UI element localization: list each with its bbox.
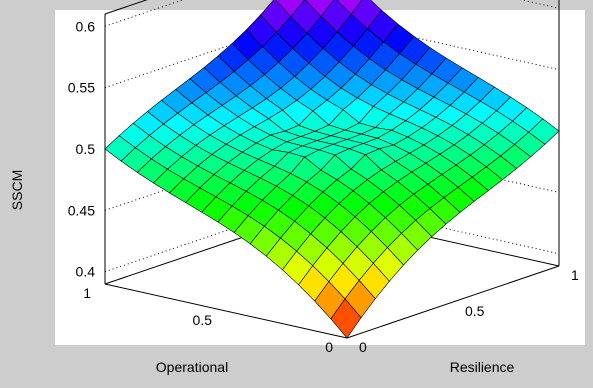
y-axis-label: Resilience — [450, 359, 515, 375]
tick-labels: 0.4 0.45 0.5 0.55 0.6 0 0.5 1 0 0.5 1 — [68, 18, 579, 355]
x-tick-label: 1 — [83, 285, 91, 301]
z-tick-label: 0.45 — [68, 202, 95, 218]
z-axis-label: SSCM — [9, 170, 25, 210]
x-tick-label: 0 — [325, 339, 333, 355]
z-tick-label: 0.55 — [68, 80, 95, 96]
surface — [104, 0, 560, 339]
y-tick-label: 1 — [571, 267, 579, 283]
z-tick-label: 0.4 — [76, 264, 96, 280]
y-tick-label: 0 — [359, 339, 367, 355]
box-edge-front-left — [104, 283, 348, 339]
surface-patch — [330, 298, 362, 339]
box-edge-back-top-left — [104, 0, 148, 15]
x-axis-label: Operational — [156, 359, 228, 375]
z-tick-label: 0.6 — [76, 18, 96, 34]
z-tick-label: 0.5 — [76, 141, 96, 157]
y-tick-label: 0.5 — [465, 303, 485, 319]
box-edge-front-right — [346, 265, 560, 339]
x-tick-label: 0.5 — [193, 312, 213, 328]
